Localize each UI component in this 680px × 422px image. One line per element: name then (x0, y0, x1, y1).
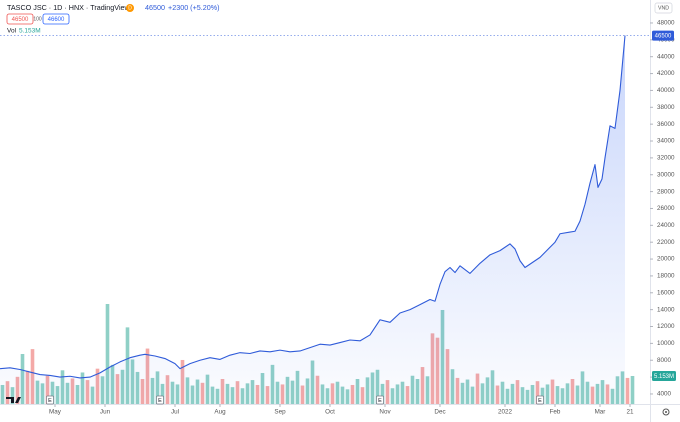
x-tick-label: Jul (171, 409, 179, 416)
x-tick-label: Oct (325, 409, 335, 416)
y-tick-label: 30000 (657, 171, 675, 178)
y-tick-label: 16000 (657, 289, 675, 296)
y-tick-label: 36000 (657, 121, 675, 128)
x-tick-label: Mar (595, 409, 606, 416)
x-tick-label: Feb (550, 409, 561, 416)
event-marker (156, 395, 164, 405)
x-tick-label: Aug (214, 409, 226, 416)
y-tick-label: 10000 (657, 340, 675, 347)
status-badge (126, 4, 134, 12)
x-tick-label: 21 (626, 409, 634, 416)
volume-name: Vol (7, 28, 17, 35)
event-label: E (158, 398, 162, 404)
sell-button[interactable] (6, 13, 34, 25)
price-layer (0, 35, 650, 405)
y-tick-label: 28000 (657, 188, 675, 195)
x-tick-label: 2022 (498, 409, 513, 416)
volume-bar (105, 304, 110, 404)
y-tick-label: 48000 (657, 20, 675, 27)
y-tick-label: 44000 (657, 53, 675, 60)
axis-layer: 4000600080001000012000140001600018000200… (46, 20, 676, 416)
sell-price: 46500 (12, 17, 29, 23)
y-tick-label: 40000 (657, 87, 675, 94)
last-price: 46500 (145, 3, 165, 12)
last-price-tag (652, 30, 674, 41)
area-fill (0, 35, 625, 405)
buy-button[interactable] (42, 13, 70, 25)
spread: 100 (33, 17, 42, 23)
tradingview-logo (6, 397, 21, 403)
event-marker (46, 395, 54, 405)
x-tick-label: Dec (434, 409, 445, 416)
event-marker (536, 395, 544, 405)
event-label: E (538, 398, 542, 404)
y-tick-label: 12000 (657, 323, 675, 330)
volume-tag (652, 370, 676, 381)
volume-bar (625, 377, 630, 404)
y-tick-label: 34000 (657, 138, 675, 145)
volume-tag-text: 5.153M (654, 374, 674, 380)
y-tick-label: 8000 (657, 357, 672, 364)
price-line (0, 35, 626, 379)
y-tick-label: 4000 (657, 391, 672, 398)
y-tick-label: 38000 (657, 104, 675, 111)
y-tick-label: 14000 (657, 306, 675, 313)
volume-bar (630, 375, 635, 404)
x-tick-label: Nov (379, 409, 391, 416)
y-tick-label: 22000 (657, 239, 675, 246)
y-tick-label: 32000 (657, 155, 675, 162)
x-tick-label: Jun (100, 409, 111, 416)
currency-box[interactable] (654, 2, 673, 14)
event-label: E (378, 398, 382, 404)
price-change: +2300 (+5.20%) (168, 3, 220, 12)
buy-price: 46600 (48, 17, 65, 23)
currency: VND (658, 6, 669, 12)
volume-value: 5.153M (19, 28, 41, 35)
y-tick-label: 20000 (657, 256, 675, 263)
event-marker (376, 395, 384, 405)
event-label: E (48, 398, 52, 404)
settings-icon[interactable] (662, 408, 670, 416)
x-tick-label: Sep (274, 409, 286, 416)
y-tick-label: 18000 (657, 273, 675, 280)
last-price-tag-text: 46500 (655, 33, 672, 39)
x-tick-label: May (49, 409, 62, 416)
y-tick-label: 42000 (657, 70, 675, 77)
symbol-title: TASCO JSC · 1D · HNX · TradingView (7, 3, 131, 12)
y-tick-label: 26000 (657, 205, 675, 212)
status-badge-text: D (128, 6, 132, 12)
y-tick-label: 24000 (657, 222, 675, 229)
